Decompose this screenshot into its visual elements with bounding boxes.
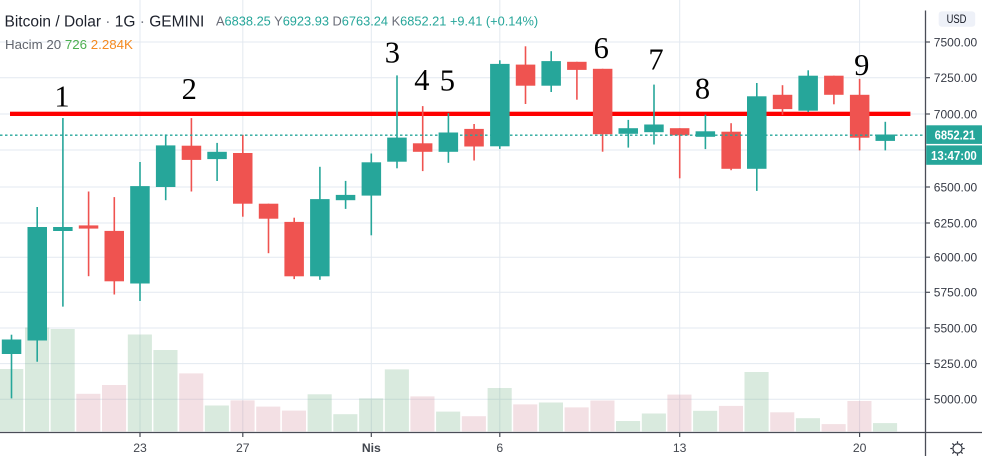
svg-text:27: 27 <box>236 441 250 455</box>
svg-text:9: 9 <box>854 48 869 82</box>
svg-text:6500.00: 6500.00 <box>934 180 978 194</box>
svg-text:13: 13 <box>673 441 687 455</box>
svg-text:A6838.25 Y6923.93 D6763.24 K68: A6838.25 Y6923.93 D6763.24 K6852.21 +9.4… <box>216 14 538 29</box>
svg-text:4: 4 <box>414 63 429 97</box>
svg-text:5000.00: 5000.00 <box>934 393 978 407</box>
svg-text:7500.00: 7500.00 <box>934 35 978 49</box>
svg-text:1: 1 <box>54 79 69 113</box>
svg-text:7: 7 <box>648 43 663 77</box>
svg-text:Nis: Nis <box>362 441 381 455</box>
svg-text:8: 8 <box>695 71 710 105</box>
svg-text:20: 20 <box>853 441 867 455</box>
svg-text:7000.00: 7000.00 <box>934 107 978 121</box>
svg-text:5: 5 <box>440 64 455 98</box>
svg-text:6: 6 <box>594 31 609 65</box>
svg-text:6852.21: 6852.21 <box>935 128 976 143</box>
svg-text:7250.00: 7250.00 <box>934 71 978 85</box>
svg-text:5250.00: 5250.00 <box>934 357 978 371</box>
svg-text:2: 2 <box>182 72 197 106</box>
svg-text:23: 23 <box>133 441 147 455</box>
svg-text:6000.00: 6000.00 <box>934 251 978 265</box>
svg-text:6: 6 <box>496 441 503 455</box>
svg-text:Hacim 20 726 2.284K: Hacim 20 726 2.284K <box>5 37 133 52</box>
svg-text:13:47:00: 13:47:00 <box>931 148 977 163</box>
svg-text:USD: USD <box>947 13 967 26</box>
svg-text:3: 3 <box>385 35 400 69</box>
svg-text:5500.00: 5500.00 <box>934 321 978 335</box>
svg-text:Bitcoin / Dolar · 1G · GEMINI: Bitcoin / Dolar · 1G · GEMINI <box>5 13 205 30</box>
svg-text:6250.00: 6250.00 <box>934 216 978 230</box>
svg-text:5750.00: 5750.00 <box>934 286 978 300</box>
